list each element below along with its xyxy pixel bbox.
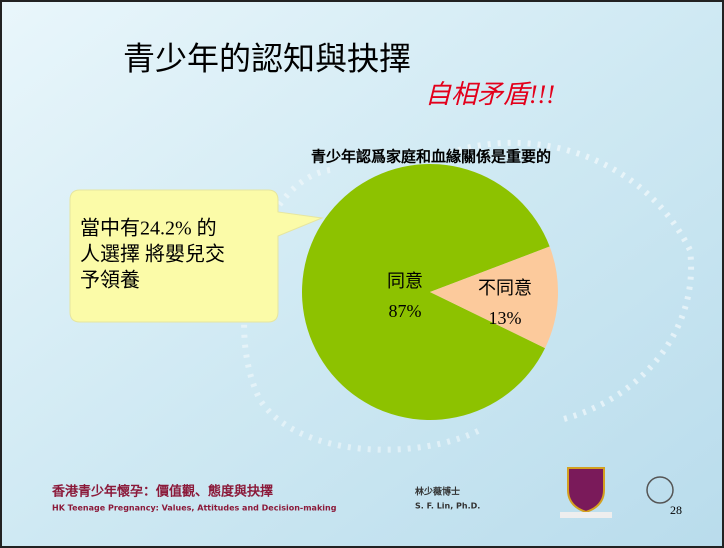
callout-text: 予領養 [80, 269, 140, 292]
pie: 同意 87% 不同意 13% [302, 164, 559, 420]
footer-project: 香港青少年懷孕：價值觀、態度與抉擇 [51, 484, 273, 500]
pie-slice [302, 164, 550, 420]
footer-project: HK Teenage Pregnancy: Values, Attitudes … [52, 504, 337, 513]
slide-title: 青少年的認知與抉擇 [123, 40, 411, 76]
footer-author: S. F. Lin, Ph.D. [415, 502, 480, 511]
page-number: 28 [670, 503, 682, 517]
chart-title: 青少年認爲家庭和血緣關係是重要的 [311, 148, 551, 166]
logo [567, 467, 605, 514]
value-label: 87% [389, 301, 422, 321]
slide-subtitle: 自相矛盾!!! [425, 80, 555, 109]
callout-text: 人選擇 將嬰兒交 [80, 243, 225, 266]
value-label: 13% [489, 308, 522, 328]
slice-label: 不同意 [478, 278, 532, 298]
footer-author: 林少薇博士 [415, 486, 460, 498]
callout [69, 189, 324, 323]
logo [560, 512, 612, 518]
slice-label: 同意 [387, 271, 423, 291]
callout-text: 當中有24.2% 的 [80, 217, 217, 240]
logo [646, 476, 674, 504]
pie-slice [430, 246, 559, 349]
